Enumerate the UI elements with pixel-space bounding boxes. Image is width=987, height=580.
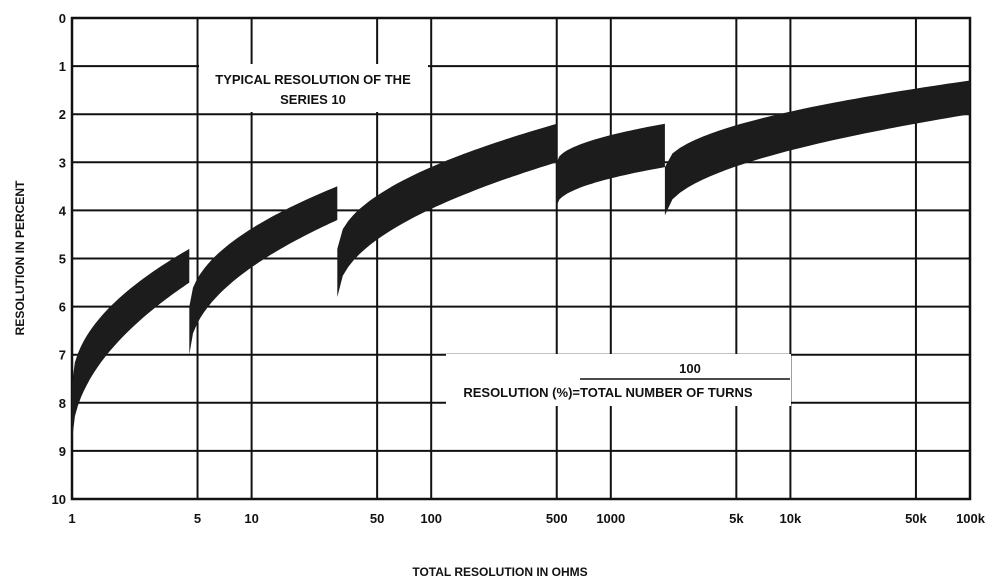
resolution-band-4: [664, 80, 970, 216]
resolution-band-2: [337, 123, 557, 297]
resolution-band-0: [72, 248, 190, 442]
resolution-bands: [72, 80, 970, 442]
y-axis-label: RESOLUTION IN PERCENT: [13, 180, 27, 335]
x-tick-label-7: 5k: [729, 511, 744, 526]
x-tick-label-0: 1: [68, 511, 75, 526]
x-tick-label-5: 500: [546, 511, 568, 526]
x-tick-label-6: 1000: [596, 511, 625, 526]
annotation-background: [199, 64, 428, 112]
x-tick-label-10: 100k: [956, 511, 986, 526]
series-annotation: TYPICAL RESOLUTION OF THE SERIES 10: [199, 64, 428, 112]
resolution-band-1: [189, 186, 338, 355]
y-tick-label-7: 7: [59, 348, 66, 363]
y-tick-label-2: 2: [59, 107, 66, 122]
x-axis-label: TOTAL RESOLUTION IN OHMS: [412, 565, 587, 579]
annotation-line-2: SERIES 10: [280, 92, 346, 107]
x-tick-label-8: 10k: [780, 511, 802, 526]
formula-annotation: 100 RESOLUTION (%)= TOTAL NUMBER OF TURN…: [446, 354, 791, 406]
y-tick-label-9: 9: [59, 444, 66, 459]
y-tick-label-4: 4: [59, 203, 67, 218]
x-tick-label-4: 100: [420, 511, 442, 526]
y-tick-label-0: 0: [59, 11, 66, 26]
annotation-line-1: TYPICAL RESOLUTION OF THE: [215, 72, 411, 87]
formula-numerator: 100: [679, 361, 701, 376]
y-tick-label-8: 8: [59, 396, 66, 411]
y-tick-label-3: 3: [59, 155, 66, 170]
x-tick-label-2: 10: [244, 511, 258, 526]
y-tick-label-1: 1: [59, 59, 66, 74]
x-tick-labels: 1 5 10 50 100 500 1000 5k 10k 50k 100k: [68, 511, 985, 526]
y-tick-label-10: 10: [52, 492, 66, 507]
x-tick-label-3: 50: [370, 511, 384, 526]
x-tick-label-1: 5: [194, 511, 201, 526]
y-tick-labels: 0 1 2 3 4 5 6 7 8 9 10: [52, 11, 67, 507]
x-tick-label-9: 50k: [905, 511, 927, 526]
formula-denominator: TOTAL NUMBER OF TURNS: [580, 385, 753, 400]
formula-prefix: RESOLUTION (%)=: [463, 385, 580, 400]
plot-frame: [70, 16, 972, 501]
y-tick-label-6: 6: [59, 300, 66, 315]
resolution-band-3: [556, 123, 665, 206]
formula-background: [446, 354, 791, 406]
y-tick-label-5: 5: [59, 252, 66, 267]
